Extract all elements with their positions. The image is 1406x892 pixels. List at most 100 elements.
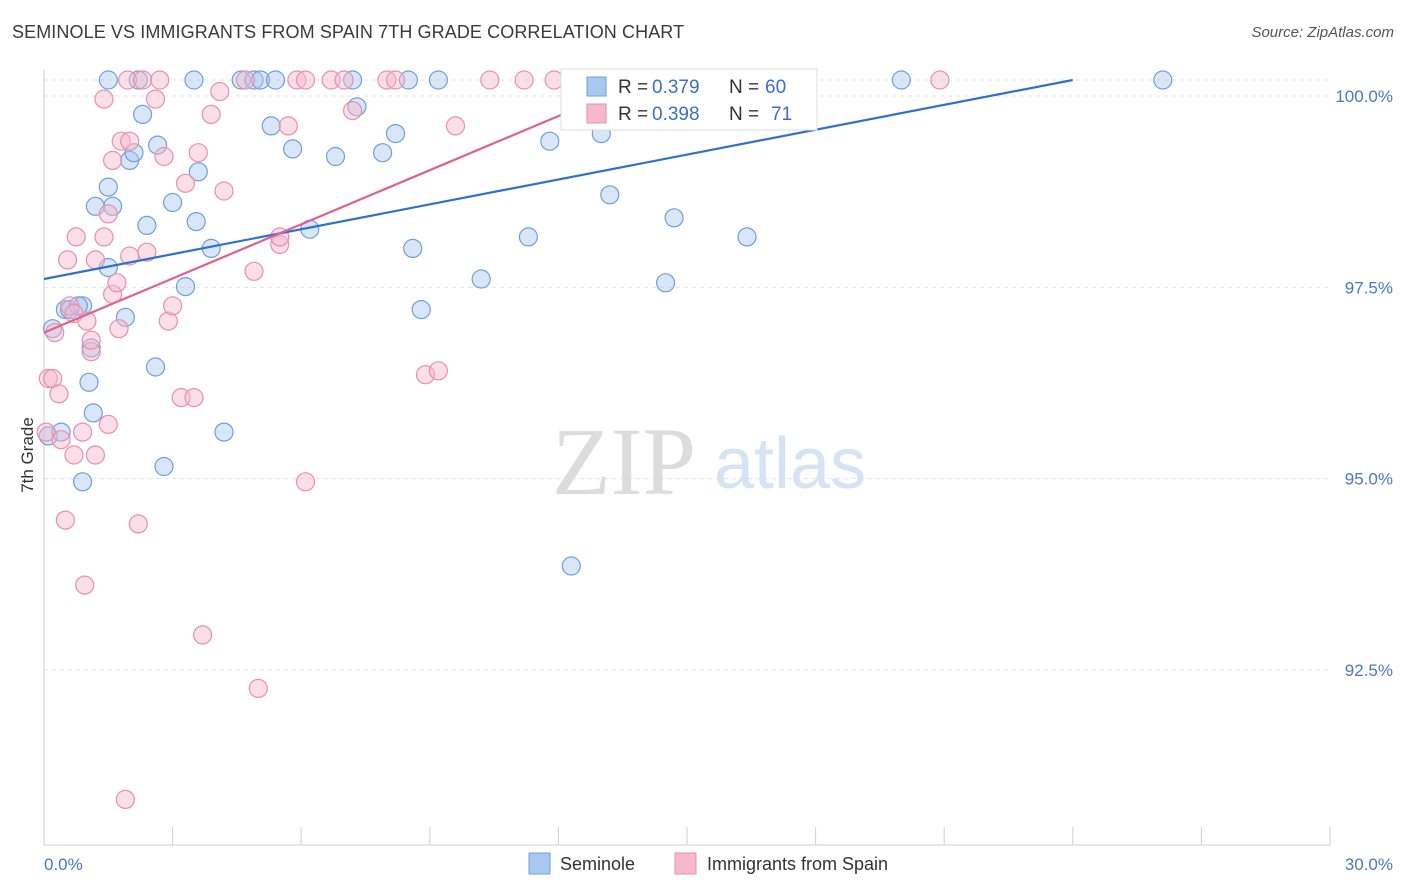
point-seminole — [265, 70, 286, 90]
point-seminole — [561, 556, 581, 576]
point-spain — [64, 445, 84, 465]
y-tick-labels: 92.5% 95.0% 97.5% 100.0% — [1335, 87, 1393, 680]
legend-box: R = 0.379 N = 60 R = 0.398 N = 71 — [560, 68, 818, 131]
point-spain — [94, 227, 114, 247]
point-spain — [385, 70, 406, 90]
point-spain — [210, 81, 230, 102]
point-seminole — [655, 273, 676, 293]
point-spain — [51, 430, 71, 450]
point-seminole — [737, 227, 757, 247]
point-seminole — [98, 177, 118, 197]
point-spain — [117, 70, 138, 90]
point-spain — [133, 70, 153, 90]
y-tick-label: 97.5% — [1345, 278, 1393, 297]
point-seminole — [148, 135, 168, 155]
point-seminole — [184, 70, 204, 90]
point-seminole — [385, 124, 406, 144]
point-spain — [930, 70, 950, 90]
point-spain — [175, 173, 196, 193]
point-seminole — [188, 162, 208, 182]
point-spain — [201, 104, 221, 125]
x-tick-labels: 0.0% 30.0% — [44, 855, 1393, 874]
chart-title: SEMINOLE VS IMMIGRANTS FROM SPAIN 7TH GR… — [12, 22, 685, 42]
point-seminole — [373, 143, 393, 163]
watermark-zip: ZIP — [552, 408, 696, 515]
point-seminole — [175, 277, 196, 297]
point-seminole — [186, 212, 206, 232]
legend-r-label-2: R = — [618, 104, 648, 125]
point-spain — [154, 146, 174, 167]
point-spain — [244, 261, 264, 281]
legend-r-value-1: 0.379 — [652, 77, 700, 98]
bottom-legend-swatch-spain — [674, 852, 697, 875]
point-spain — [270, 234, 290, 255]
point-spain — [72, 422, 93, 442]
point-spain — [115, 789, 136, 810]
point-spain — [248, 678, 268, 699]
point-spain — [480, 70, 500, 90]
point-seminole — [471, 269, 491, 289]
y-tick-label: 100.0% — [1335, 87, 1393, 106]
point-spain — [193, 625, 213, 645]
point-seminole — [83, 403, 103, 423]
point-seminole — [600, 185, 620, 205]
bottom-legend-swatch-seminole — [528, 852, 551, 875]
point-spain — [214, 181, 234, 201]
point-spain — [85, 250, 106, 270]
point-spain — [158, 311, 178, 331]
point-spain — [94, 89, 114, 109]
point-spain — [184, 388, 204, 408]
point-seminole — [98, 70, 118, 90]
point-spain — [295, 472, 316, 492]
point-spain — [145, 89, 166, 109]
point-seminole — [540, 131, 560, 151]
trend-layer — [43, 78, 1074, 334]
bottom-legend-label-seminole: Seminole — [560, 854, 635, 874]
point-spain — [137, 242, 157, 262]
y-tick-label: 95.0% — [1345, 470, 1393, 489]
point-spain — [428, 361, 448, 381]
point-seminole — [154, 456, 174, 477]
legend-swatch-spain — [586, 103, 607, 124]
trendline-seminole — [43, 78, 1074, 281]
point-spain — [75, 575, 95, 595]
point-seminole — [1153, 70, 1173, 90]
point-spain — [295, 70, 316, 90]
point-seminole — [79, 372, 99, 392]
point-spain — [278, 116, 298, 136]
chart-source: Source: ZipAtlas.com — [1251, 24, 1394, 41]
point-spain — [66, 227, 86, 247]
point-seminole — [51, 422, 71, 442]
legend-swatch-seminole — [586, 76, 607, 97]
point-spain — [109, 319, 129, 339]
point-seminole — [518, 227, 539, 247]
point-spain — [128, 514, 148, 534]
point-seminole — [214, 422, 234, 442]
point-spain — [107, 273, 127, 293]
point-seminole — [250, 70, 271, 90]
grid-layer — [44, 79, 1330, 671]
y-axis-title: 7th Grade — [18, 417, 37, 493]
point-seminole — [115, 307, 136, 327]
legend-r-value-2: 0.398 — [652, 104, 700, 125]
point-seminole — [163, 192, 183, 213]
point-seminole — [128, 70, 148, 90]
points-layer — [36, 70, 1173, 810]
point-spain — [544, 70, 564, 90]
point-seminole — [72, 472, 93, 492]
point-spain — [102, 150, 123, 170]
point-spain — [57, 250, 78, 270]
point-seminole — [428, 70, 448, 90]
point-spain — [343, 100, 363, 121]
trendline-spain — [43, 78, 645, 334]
legend-n-label-2: N = — [729, 104, 759, 125]
point-seminole — [283, 139, 303, 159]
point-spain — [81, 330, 101, 350]
point-seminole — [137, 215, 157, 235]
point-spain — [98, 414, 118, 434]
point-seminole — [261, 116, 281, 136]
bottom-legend: Seminole Immigrants from Spain — [528, 852, 888, 875]
point-spain — [188, 143, 208, 163]
y-tick-label: 92.5% — [1345, 661, 1393, 680]
